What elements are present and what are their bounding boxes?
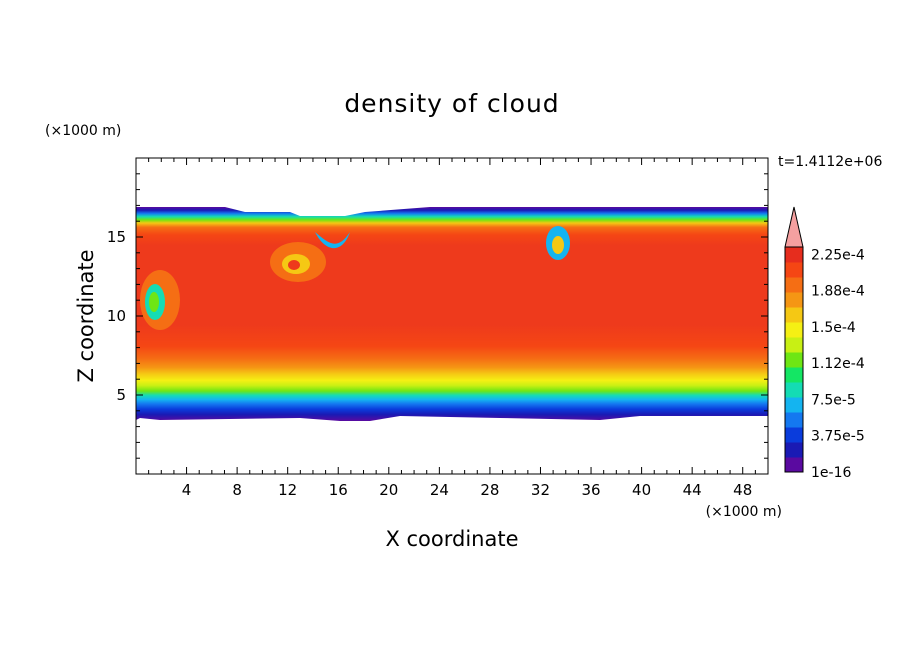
- colorbar-extend-arrow: [784, 206, 804, 248]
- colorbar-segment: [785, 397, 803, 413]
- x-tick-label: 28: [480, 481, 499, 499]
- time-label: t=1.4112e+06: [778, 154, 882, 170]
- x-tick-label: 48: [733, 481, 752, 499]
- x-tick-label: 16: [329, 481, 348, 499]
- x-axis-unit: (×1000 m): [706, 504, 782, 520]
- x-tick-label: 36: [581, 481, 600, 499]
- cloud-layer: [136, 207, 768, 421]
- colorbar-frame: [784, 246, 804, 473]
- x-tick-label: 40: [632, 481, 651, 499]
- z-tick-label: 15: [107, 228, 126, 246]
- x-tick-label: 32: [531, 481, 550, 499]
- z-axis-label: Z coordinate: [74, 249, 98, 382]
- colorbar-segment: [785, 367, 803, 383]
- x-tick-label: 20: [379, 481, 398, 499]
- colorbar-segment: [785, 457, 803, 473]
- eddy-left: [140, 270, 180, 330]
- z-axis-unit: (×1000 m): [45, 123, 121, 139]
- chart-title: density of cloud: [344, 89, 559, 118]
- colorbar-segment: [785, 247, 803, 263]
- colorbar-segment: [785, 352, 803, 368]
- z-tick-label: 10: [107, 307, 126, 325]
- x-tick-label: 44: [683, 481, 702, 499]
- colorbar-segment: [785, 382, 803, 398]
- x-tick-label: 24: [430, 481, 449, 499]
- colorbar-segment: [785, 412, 803, 428]
- colorbar-label: 7.5e-5: [811, 392, 856, 408]
- colorbar-segment: [785, 337, 803, 353]
- x-axis-label: X coordinate: [385, 527, 518, 551]
- z-tick-label: 5: [116, 386, 126, 404]
- colorbar: 1e-16 3.75e-5 7.5e-5 1.12e-4 1.5e-4 1.88e-4 2.…: [784, 206, 865, 481]
- colorbar-label: 1e-16: [811, 465, 851, 481]
- plot-area: [136, 158, 768, 474]
- eddy-right: [546, 226, 570, 260]
- colorbar-segment: [785, 262, 803, 278]
- eddy-center: [270, 232, 350, 282]
- colorbar-label: 1.88e-4: [811, 284, 865, 300]
- colorbar-segment: [785, 292, 803, 308]
- colorbar-segment: [785, 322, 803, 338]
- z-ticks: 5 10 15: [107, 173, 768, 459]
- colorbar-label: 1.12e-4: [811, 356, 865, 372]
- colorbar-segment: [785, 277, 803, 293]
- x-tick-label: 12: [278, 481, 297, 499]
- colorbar-label: 3.75e-5: [811, 429, 865, 445]
- x-tick-label: 4: [182, 481, 192, 499]
- colorbar-segment: [785, 442, 803, 458]
- colorbar-segment: [785, 427, 803, 443]
- x-ticks: 4 8 12 16 20 24 28 32 36 40 44 48: [148, 158, 756, 499]
- colorbar-label: 2.25e-4: [811, 247, 865, 263]
- colorbar-label: 1.5e-4: [811, 320, 856, 336]
- x-tick-label: 8: [232, 481, 242, 499]
- colorbar-segment: [785, 307, 803, 323]
